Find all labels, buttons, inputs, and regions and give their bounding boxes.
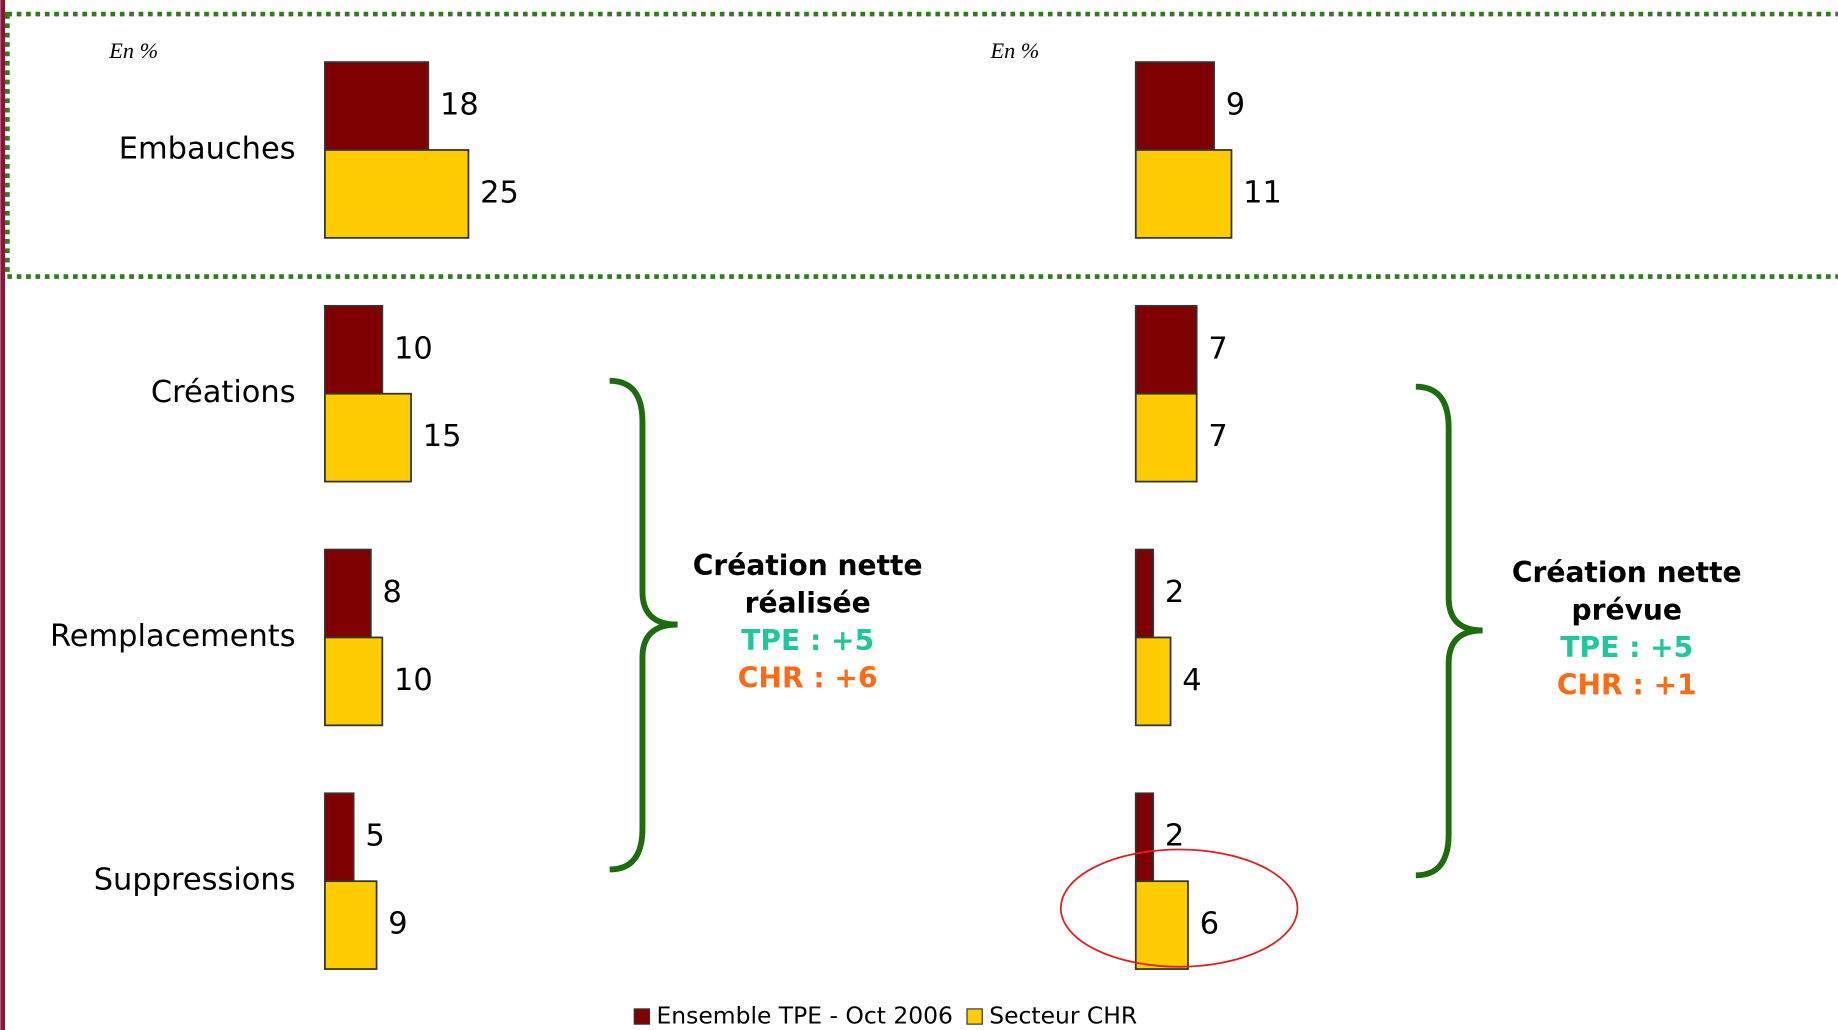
value-label: 18 bbox=[440, 88, 479, 123]
bar bbox=[324, 149, 470, 239]
bar bbox=[324, 636, 384, 727]
legend-label: Secteur CHR bbox=[989, 1002, 1137, 1030]
left-border bbox=[0, 0, 6, 1030]
bar bbox=[324, 61, 430, 151]
unit-label: En % bbox=[989, 38, 1039, 63]
value-label: 7 bbox=[1208, 331, 1227, 366]
value-label: 9 bbox=[388, 907, 407, 942]
note-chr: CHR : +6 bbox=[738, 662, 878, 695]
category-label: Remplacements bbox=[50, 619, 296, 654]
bar bbox=[1134, 304, 1198, 395]
bar bbox=[1134, 548, 1155, 639]
bar bbox=[1134, 792, 1155, 883]
note-title: prévue bbox=[1572, 594, 1682, 627]
bar bbox=[1134, 149, 1233, 239]
bar bbox=[324, 392, 412, 483]
value-label: 5 bbox=[365, 819, 384, 854]
value-label: 10 bbox=[394, 663, 433, 698]
highlight-circle bbox=[1059, 848, 1299, 968]
note-tpe: TPE : +5 bbox=[741, 624, 874, 657]
value-label: 2 bbox=[1165, 575, 1184, 610]
note-title: Création nette bbox=[693, 549, 923, 582]
note-title: Création nette bbox=[1512, 556, 1742, 589]
note-chr: CHR : +1 bbox=[1557, 669, 1697, 702]
bar bbox=[1134, 636, 1172, 727]
bar bbox=[1134, 880, 1189, 970]
bar bbox=[324, 792, 355, 883]
category-label: Embauches bbox=[119, 131, 296, 166]
brace bbox=[1415, 383, 1483, 879]
value-label: 15 bbox=[423, 419, 462, 454]
legend-swatch bbox=[966, 1008, 983, 1025]
category-label: Créations bbox=[151, 375, 296, 410]
value-label: 8 bbox=[383, 575, 402, 610]
value-label: 25 bbox=[480, 175, 519, 210]
note-tpe: TPE : +5 bbox=[1560, 631, 1693, 664]
bar bbox=[324, 548, 372, 639]
legend-swatch bbox=[633, 1008, 651, 1025]
unit-label: En % bbox=[108, 38, 158, 63]
value-label: 6 bbox=[1200, 907, 1219, 942]
bar bbox=[324, 880, 378, 970]
bar bbox=[1134, 392, 1198, 483]
bar bbox=[1134, 61, 1215, 151]
category-label: Suppressions bbox=[94, 863, 296, 898]
value-label: 2 bbox=[1165, 819, 1184, 854]
legend-label: Ensemble TPE - Oct 2006 bbox=[657, 1002, 953, 1030]
value-label: 9 bbox=[1226, 88, 1245, 123]
value-label: 7 bbox=[1208, 419, 1227, 454]
value-label: 11 bbox=[1243, 175, 1282, 210]
value-label: 4 bbox=[1182, 663, 1201, 698]
bar bbox=[324, 304, 384, 395]
value-label: 10 bbox=[394, 331, 433, 366]
brace bbox=[609, 377, 678, 873]
note-title: réalisée bbox=[745, 587, 871, 620]
highlight-box bbox=[5, 11, 1838, 279]
